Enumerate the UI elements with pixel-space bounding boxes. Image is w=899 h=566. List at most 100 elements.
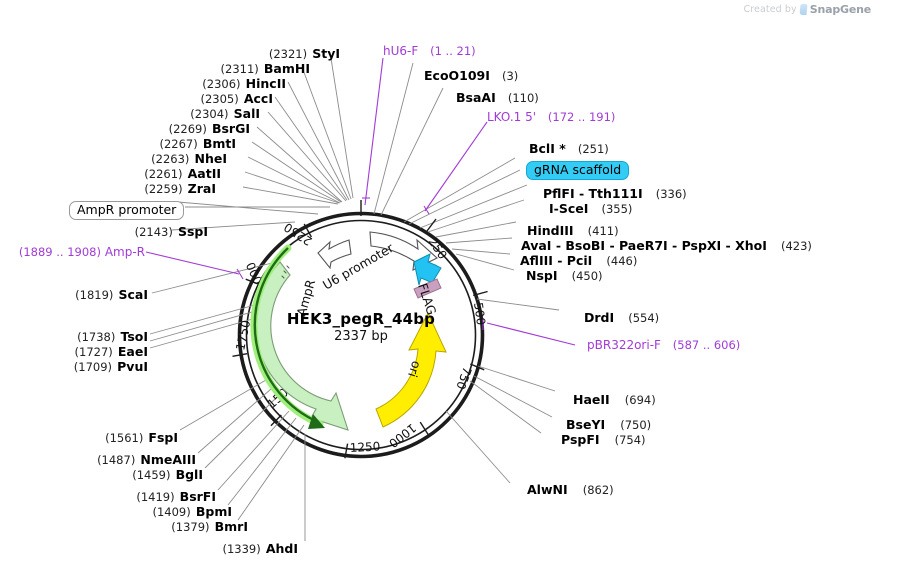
- feature-grna-scaffold[interactable]: [413, 253, 442, 286]
- primer-label-pbr322ori-f[interactable]: pBR322ori-F (587 .. 606): [587, 339, 740, 352]
- enzyme-label-tsoi[interactable]: (1738) TsoI: [0, 328, 148, 344]
- position-bmri: (1379): [171, 520, 210, 534]
- enzyme-name-bseyi: BseYI: [566, 417, 606, 432]
- primer-name-amp-r: Amp-R: [104, 245, 145, 259]
- position-drdi: (554): [628, 311, 660, 325]
- position-styi: (2321): [268, 47, 308, 61]
- position-pflfi-tth111i: (336): [655, 187, 687, 201]
- enzyme-label-nspi[interactable]: NspI (450): [526, 267, 603, 283]
- position-bmti: (2267): [159, 137, 198, 151]
- enzyme-label-bpmi[interactable]: (1409) BpmI: [0, 503, 233, 519]
- enzyme-label-bamhi[interactable]: (2311) BamHI: [0, 60, 310, 76]
- enzyme-name-aatii: AatII: [187, 166, 221, 181]
- position-bcli: (251): [577, 142, 609, 156]
- tick-label-500: 500: [471, 301, 488, 326]
- primer-label-amp-r[interactable]: (1889 .. 1908) Amp-R: [0, 246, 145, 259]
- enzyme-label-haeii[interactable]: HaeII (694): [573, 391, 656, 407]
- enzyme-label-ahdi[interactable]: (1339) AhdI: [0, 540, 298, 556]
- enzyme-label-pflfi-tth111i[interactable]: PflFI - Tth111I (336): [543, 185, 687, 201]
- enzyme-name-pflfi-tth111i: PflFI - Tth111I: [543, 186, 643, 201]
- enzyme-name-ahdi: AhdI: [265, 541, 298, 556]
- snapgene-logo-icon: [799, 4, 808, 15]
- plasmid-size: 2337 bp: [334, 329, 388, 344]
- position-i-scei: (355): [601, 202, 633, 216]
- enzyme-name-bsaai: BsaAI: [456, 90, 496, 105]
- enzyme-name-nmeaiii: NmeAIII: [140, 452, 196, 467]
- enzyme-label-afliii-pcii[interactable]: AflIII - PciI (446): [520, 252, 637, 268]
- enzyme-label-bseyi[interactable]: BseYI (750): [566, 416, 651, 432]
- feature-ampr-promoter[interactable]: [250, 244, 325, 429]
- enzyme-label-bmti[interactable]: (2267) BmtI: [0, 135, 236, 151]
- enzyme-label-bcli[interactable]: BclI * (251): [529, 140, 609, 156]
- enzyme-label-pvui[interactable]: (1709) PvuI: [0, 358, 148, 374]
- enzyme-label-eaei[interactable]: (1727) EaeI: [0, 343, 148, 359]
- plasmid-name: HEK3_pegR_44bp: [286, 310, 436, 328]
- position-ahdi: (1339): [222, 542, 261, 556]
- position-nspi: (450): [571, 269, 603, 283]
- enzyme-label-scai[interactable]: (1819) ScaI: [0, 286, 148, 302]
- enzyme-label-nmeaiii[interactable]: (1487) NmeAIII: [0, 451, 196, 467]
- enzyme-label-aatii[interactable]: (2261) AatII: [0, 165, 221, 181]
- position-bsaai: (110): [507, 91, 539, 105]
- enzyme-label-drdi[interactable]: DrdI (554): [584, 309, 659, 325]
- enzyme-label-acci[interactable]: (2305) AccI: [0, 90, 274, 106]
- enzyme-name-sspi: SspI: [177, 224, 208, 239]
- primer-label-hu6-f[interactable]: hU6-F (1 .. 21): [383, 45, 476, 58]
- enzyme-label-ecoo109i[interactable]: EcoO109I (3): [424, 67, 518, 83]
- position-nhei: (2263): [151, 152, 190, 166]
- enzyme-name-ecoo109i: EcoO109I: [424, 68, 490, 83]
- position-hincii: (2306): [202, 77, 241, 91]
- feature-label-grna-scaffold[interactable]: gRNA scaffold: [526, 161, 630, 181]
- enzyme-label-bmri[interactable]: (1379) BmrI: [0, 518, 248, 534]
- enzyme-name-hindiii: HindIII: [527, 223, 574, 238]
- feature-flag[interactable]: [413, 278, 442, 299]
- enzyme-name-bsrfi: BsrFI: [179, 489, 216, 504]
- enzyme-label-sspi[interactable]: (2143) SspI: [0, 223, 208, 239]
- enzyme-label-i-scei[interactable]: I-SceI (355): [549, 200, 632, 216]
- enzyme-label-avai-group[interactable]: AvaI - BsoBI - PaeR7I - PspXI - XhoI (42…: [521, 237, 812, 253]
- enzyme-name-scai: ScaI: [118, 287, 149, 302]
- enzyme-label-fspi[interactable]: (1561) FspI: [0, 429, 178, 445]
- enzyme-name-tsoi: TsoI: [120, 329, 148, 344]
- enzyme-name-bsrgi: BsrGI: [211, 121, 250, 136]
- enzyme-label-bsrfi[interactable]: (1419) BsrFI: [0, 488, 216, 504]
- snapgene-watermark: Created by SnapGene: [743, 3, 871, 16]
- feature-ori[interactable]: [375, 311, 447, 428]
- enzyme-label-bgli[interactable]: (1459) BglI: [0, 466, 203, 482]
- enzyme-name-bmri: BmrI: [214, 519, 248, 534]
- enzyme-label-alwni[interactable]: AlwNI (862): [527, 481, 614, 497]
- position-pspfi: (754): [614, 433, 646, 447]
- primer-leader-lines: [145, 57, 576, 346]
- label-ori: ori: [405, 359, 424, 379]
- position-sspi: (2143): [134, 225, 173, 239]
- position-acci: (2305): [200, 92, 239, 106]
- enzyme-name-zrai: ZraI: [187, 181, 216, 196]
- enzyme-label-hindiii[interactable]: HindIII (411): [527, 222, 619, 238]
- position-scai: (1819): [75, 288, 114, 302]
- feature-label-ampr-promoter[interactable]: AmpR promoter: [69, 201, 185, 221]
- enzyme-label-bsaai[interactable]: BsaAI (110): [456, 89, 539, 105]
- enzyme-label-zrai[interactable]: (2259) ZraI: [0, 180, 216, 196]
- leader-lines-left: [149, 51, 354, 541]
- primer-label-lko1-5prime[interactable]: LKO.1 5' (172 .. 191): [487, 111, 615, 124]
- position-pvui: (1709): [73, 360, 113, 374]
- enzyme-name-pspfi: PspFI: [561, 432, 600, 447]
- enzyme-label-sali[interactable]: (2304) SalI: [0, 105, 260, 121]
- feature-promoter-small[interactable]: [317, 239, 352, 270]
- enzyme-label-styi[interactable]: (2321) StyI: [0, 45, 340, 61]
- position-bsrfi: (1419): [136, 490, 175, 504]
- enzyme-label-pspfi[interactable]: PspFI (754): [561, 431, 646, 447]
- enzyme-label-nhei[interactable]: (2263) NheI: [0, 150, 227, 166]
- position-afliii-pcii: (446): [606, 254, 638, 268]
- enzyme-name-haeii: HaeII: [573, 392, 610, 407]
- enzyme-label-bsrgi[interactable]: (2269) BsrGI: [0, 120, 250, 136]
- enzyme-label-hincii[interactable]: (2306) HincII: [0, 75, 286, 91]
- watermark-brand: SnapGene: [809, 3, 871, 16]
- position-bpmi: (1409): [152, 505, 191, 519]
- enzyme-name-fspi: FspI: [148, 430, 178, 445]
- primer-range-hu6-f: (1 .. 21): [430, 44, 476, 58]
- position-sali: (2304): [190, 107, 229, 121]
- enzyme-name-avai-group: AvaI - BsoBI - PaeR7I - PspXI - XhoI: [521, 238, 767, 253]
